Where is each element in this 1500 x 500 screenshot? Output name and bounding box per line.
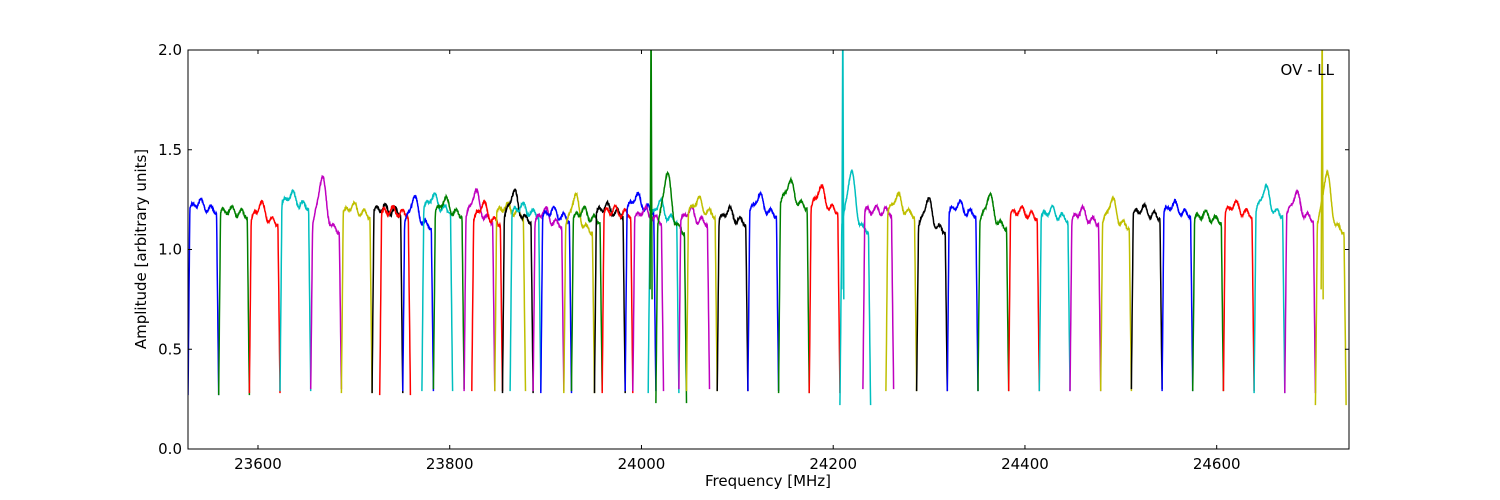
series-line [563,191,596,394]
series-line [977,191,1010,392]
series-line [1314,168,1347,406]
x-axis-ticks: 23600 23800 24000 24200 24400 24600 [234,50,1241,473]
x-tick-label: 23800 [426,455,474,473]
x-tick-label: 24400 [1001,455,1049,473]
series-line [378,204,412,396]
series-line [777,176,810,394]
series-line [1130,201,1163,390]
x-tick-label: 24600 [1193,455,1241,473]
series-line [685,195,718,392]
series-line [655,170,688,404]
series-line [1007,204,1041,392]
y-tick-label: 1.5 [158,141,182,159]
series-line [1253,182,1286,394]
series-line [402,194,435,392]
series-line [217,204,251,396]
chart-annotation: OV - LL [1281,61,1335,79]
series-line [1161,198,1194,392]
series-line [946,199,979,392]
series-line [1099,194,1133,392]
series-line [279,188,312,392]
series-line [678,204,711,390]
y-tick-label: 0.5 [158,340,182,358]
series-line [1284,188,1317,394]
series-line [540,205,573,394]
series-line [716,203,749,392]
series-layer [188,50,1347,406]
series-line [188,197,220,396]
x-tick-label: 24000 [618,455,666,473]
y-tick-label: 1.0 [158,241,182,259]
series-line [340,200,373,394]
y-tick-label: 0.0 [158,440,182,458]
x-tick-label: 24200 [809,455,857,473]
series-spike [649,50,653,300]
series-line [248,199,281,394]
series-line [570,205,603,392]
x-axis-label: Frequency [MHz] [705,472,831,490]
series-spike [841,50,845,300]
y-axis-label: Amplitude [arbitrary units] [132,149,150,349]
y-axis-ticks: 0.0 0.5 1.0 1.5 2.0 [158,41,1349,458]
series-line [885,190,918,392]
series-line [509,201,542,392]
series-line [432,193,465,390]
series-line [501,188,534,394]
series-line [371,202,404,394]
series-line [421,192,454,392]
series-line [915,197,949,392]
series-spike [1320,50,1324,300]
series-line [1222,198,1255,392]
x-tick-label: 23600 [234,455,282,473]
series-line [747,190,780,392]
series-line [808,183,841,394]
series-line [1191,209,1225,392]
y-tick-label: 2.0 [158,41,182,59]
series-line [1069,203,1102,392]
series-line [309,174,343,390]
series-line [1038,204,1071,392]
series-line [839,169,872,406]
